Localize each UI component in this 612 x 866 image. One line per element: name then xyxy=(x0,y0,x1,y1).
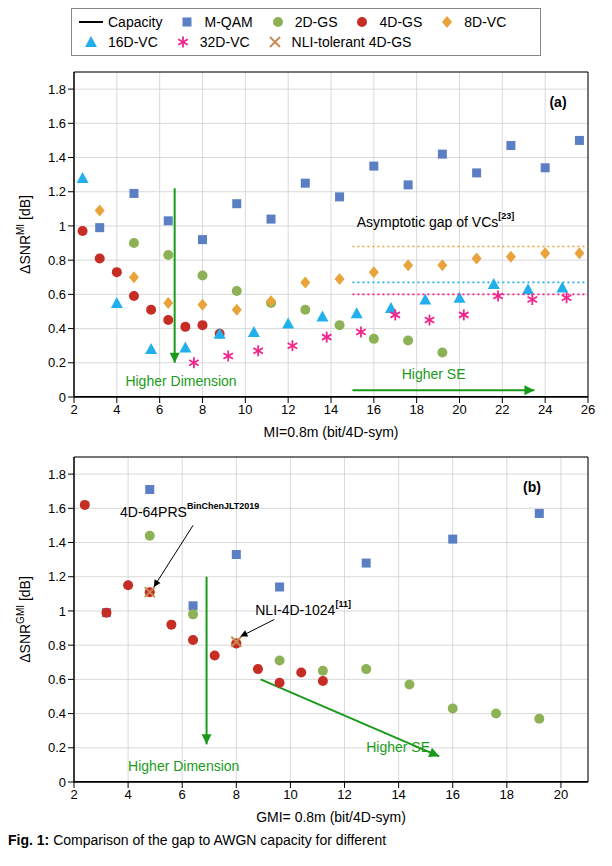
svg-text:1.6: 1.6 xyxy=(48,116,66,131)
svg-text:1: 1 xyxy=(59,219,66,234)
svg-text:MI=0.8m (bit/4D-sym): MI=0.8m (bit/4D-sym) xyxy=(264,424,399,440)
svg-text:Higher SE: Higher SE xyxy=(402,365,466,381)
svg-text:(a): (a) xyxy=(549,93,566,109)
svg-text:NLI-4D-1024[11]: NLI-4D-1024[11] xyxy=(255,599,351,617)
svg-text:1.2: 1.2 xyxy=(48,184,66,199)
svg-text:8: 8 xyxy=(199,402,206,417)
svg-text:0.6: 0.6 xyxy=(48,672,66,687)
svg-text:Asymptotic gap of VCs[23]: Asymptotic gap of VCs[23] xyxy=(357,211,515,229)
html-text:2D-GS: 2D-GS xyxy=(294,14,338,30)
svg-text:1.2: 1.2 xyxy=(48,569,66,584)
svg-text:2: 2 xyxy=(70,402,77,417)
html-text:8D-VC: 8D-VC xyxy=(464,14,507,30)
html-text:16D-VC: 16D-VC xyxy=(108,34,158,50)
svg-text:0.4: 0.4 xyxy=(48,321,66,336)
svg-text:8: 8 xyxy=(233,787,240,802)
html-text:M-QAM: M-QAM xyxy=(204,14,253,30)
svg-text:12: 12 xyxy=(337,787,351,802)
svg-text:4: 4 xyxy=(113,402,120,417)
html-text:NLI-tolerant 4D-GS: NLI-tolerant 4D-GS xyxy=(291,34,412,50)
svg-text:0.2: 0.2 xyxy=(48,740,66,755)
svg-text:10: 10 xyxy=(283,787,297,802)
svg-text:6: 6 xyxy=(179,787,186,802)
svg-text:14: 14 xyxy=(324,402,338,417)
svg-text:20: 20 xyxy=(554,787,568,802)
svg-text:2: 2 xyxy=(70,787,77,802)
svg-text:1.6: 1.6 xyxy=(48,501,66,516)
svg-text:(b): (b) xyxy=(523,478,541,494)
svg-text:0.6: 0.6 xyxy=(48,287,66,302)
svg-text:0: 0 xyxy=(59,390,66,405)
svg-text:10: 10 xyxy=(238,402,252,417)
svg-text:1.4: 1.4 xyxy=(48,150,66,165)
svg-text:Higher SE: Higher SE xyxy=(366,738,430,754)
svg-text:ΔSNRMI [dB]: ΔSNRMI [dB] xyxy=(15,195,33,274)
svg-text:Higher Dimension: Higher Dimension xyxy=(125,372,236,388)
html-text:Capacity: Capacity xyxy=(108,14,163,30)
svg-text:Higher Dimension: Higher Dimension xyxy=(128,757,239,773)
svg-text:GMI= 0.8m (bit/4D-sym): GMI= 0.8m (bit/4D-sym) xyxy=(256,809,406,825)
svg-text:18: 18 xyxy=(409,402,423,417)
svg-text:4D-64PRSBinChenJLT2019: 4D-64PRSBinChenJLT2019 xyxy=(120,502,259,520)
svg-text:18: 18 xyxy=(500,787,514,802)
svg-text:0.4: 0.4 xyxy=(48,706,66,721)
svg-text:12: 12 xyxy=(281,402,295,417)
html-text:32D-VC: 32D-VC xyxy=(199,34,250,50)
svg-text:0.2: 0.2 xyxy=(48,355,66,370)
svg-text:0.8: 0.8 xyxy=(48,638,66,653)
svg-text:0: 0 xyxy=(59,775,66,790)
svg-text:ΔSNRGMI [dB]: ΔSNRGMI [dB] xyxy=(15,576,33,663)
svg-text:1: 1 xyxy=(59,604,66,619)
svg-text:1.8: 1.8 xyxy=(48,467,66,482)
svg-text:16: 16 xyxy=(446,787,460,802)
svg-text:16: 16 xyxy=(367,402,381,417)
svg-text:24: 24 xyxy=(538,402,552,417)
svg-text:14: 14 xyxy=(391,787,405,802)
svg-text:6: 6 xyxy=(156,402,163,417)
html-text:Fig. 1: Comparison of the gap: Fig. 1: Comparison of the gap to AWGN ca… xyxy=(8,832,387,848)
svg-text:0.8: 0.8 xyxy=(48,253,66,268)
svg-text:1.4: 1.4 xyxy=(48,535,66,550)
svg-text:4: 4 xyxy=(124,787,131,802)
html-text:4D-GS: 4D-GS xyxy=(379,14,423,30)
svg-text:1.8: 1.8 xyxy=(48,82,66,97)
svg-text:20: 20 xyxy=(452,402,466,417)
svg-text:26: 26 xyxy=(581,402,595,417)
svg-text:22: 22 xyxy=(495,402,509,417)
